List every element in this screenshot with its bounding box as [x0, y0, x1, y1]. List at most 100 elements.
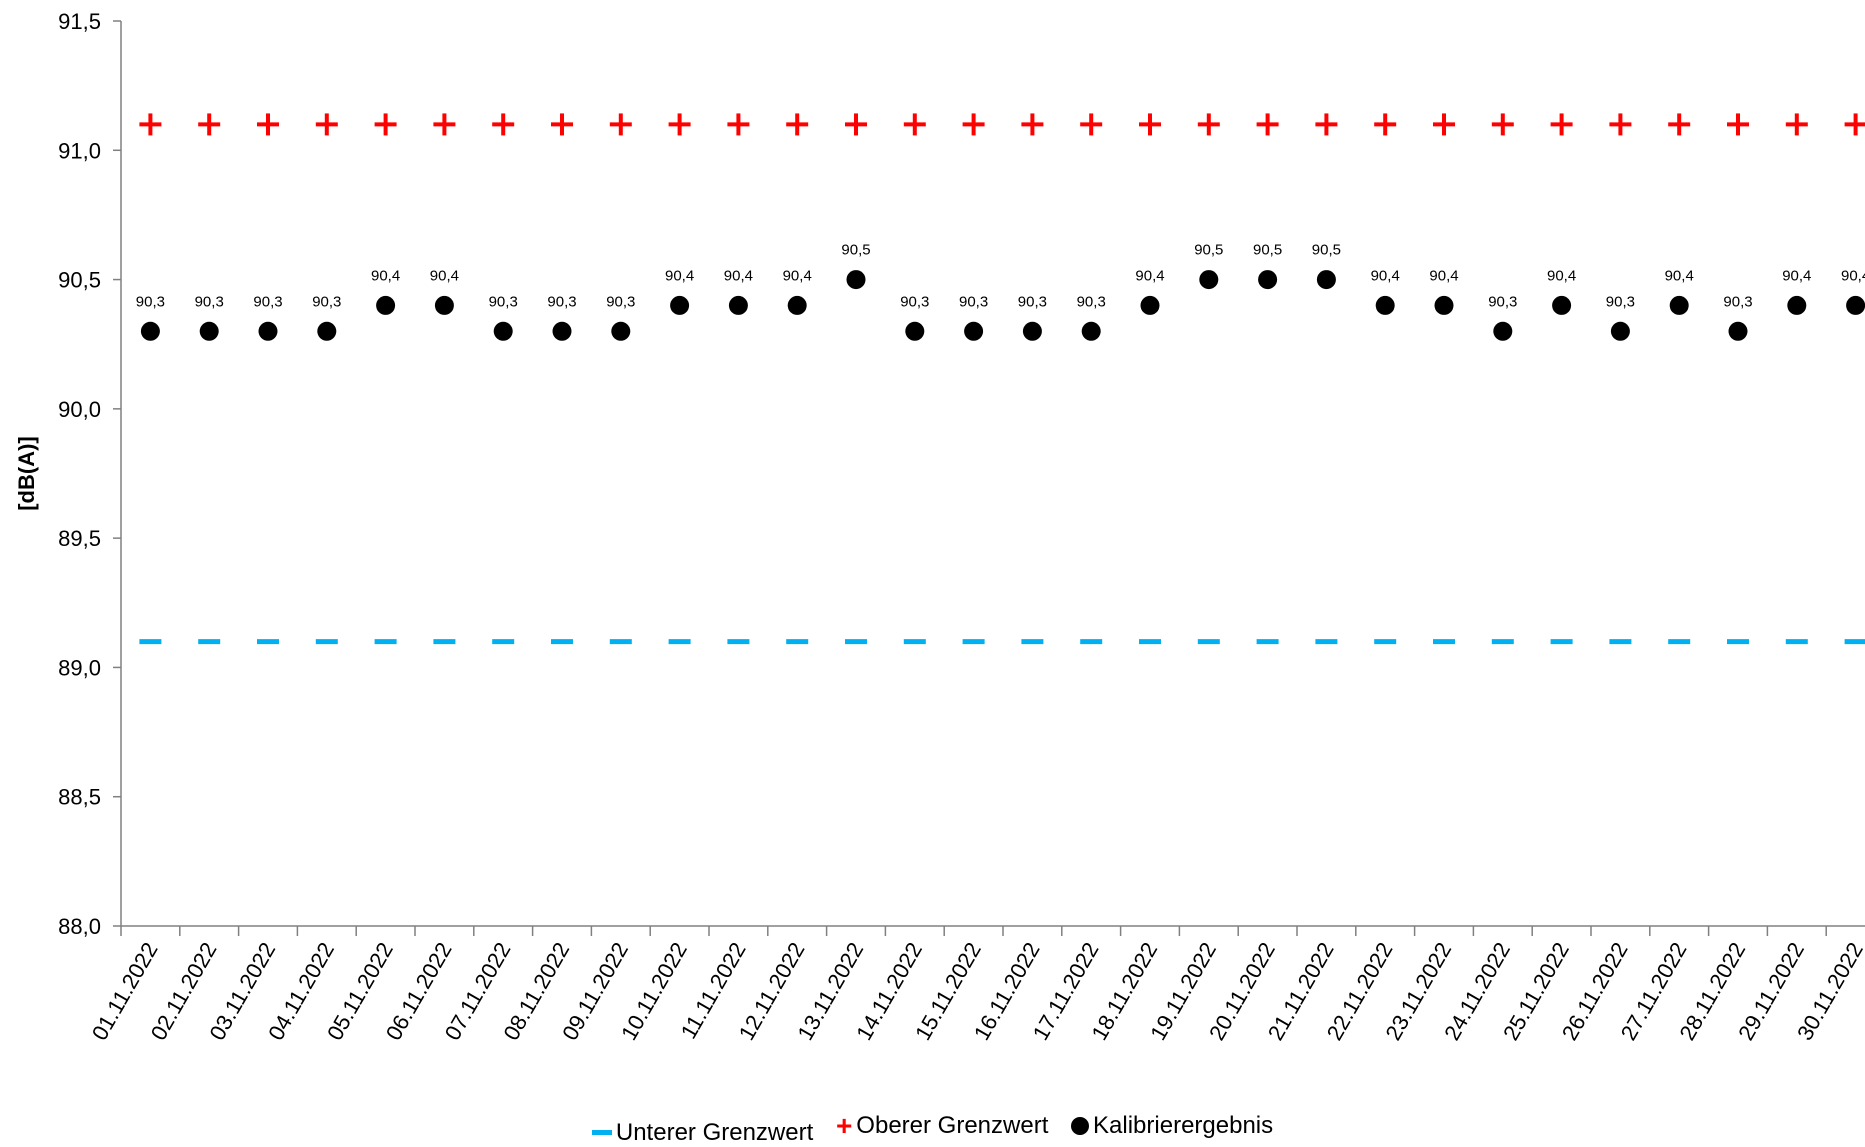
upper-limit-marker	[786, 113, 809, 136]
y-tick-label: 90,5	[58, 268, 101, 293]
data-label: 90,3	[959, 293, 988, 310]
upper-limit-marker	[727, 113, 750, 136]
upper-limit-marker	[668, 113, 691, 136]
data-label: 90,4	[1665, 267, 1694, 284]
result-point	[434, 295, 454, 315]
data-label: 90,4	[1371, 267, 1400, 284]
upper-limit-marker	[551, 113, 573, 136]
upper-limit-marker	[845, 113, 867, 136]
y-tick-label: 91,5	[58, 9, 101, 34]
result-point	[1375, 295, 1395, 315]
upper-limit-marker	[1609, 113, 1632, 136]
data-label: 90,4	[1841, 267, 1865, 284]
data-label: 90,4	[371, 267, 400, 284]
result-point	[964, 321, 984, 341]
data-label: 90,4	[783, 267, 812, 284]
result-point	[1493, 321, 1513, 341]
legend-label-lower: Unterer Grenzwert	[615, 1118, 814, 1146]
result-point	[787, 295, 807, 315]
result-point	[1081, 321, 1101, 341]
data-label: 90,3	[547, 293, 576, 310]
upper-limit-marker	[198, 113, 221, 136]
result-point	[611, 321, 631, 341]
plot-area: 90,3 90,3 90,3 90,3 90,4 90,4 90,3 90,3 90,3 90,4…	[136, 113, 1865, 645]
result-point	[846, 270, 866, 290]
x-axis-ticks: 01.11.202202.11.202203.11.202204.11.2022…	[87, 926, 1865, 1044]
result-point	[552, 321, 572, 341]
upper-limit-marker	[1550, 113, 1573, 136]
result-point	[1258, 270, 1278, 290]
legend-plus-icon: +	[835, 1110, 853, 1141]
result-point	[493, 321, 513, 341]
data-label: 90,3	[195, 293, 224, 310]
upper-limit-marker	[1080, 113, 1103, 136]
data-label: 90,5	[1253, 242, 1282, 259]
legend-label-upper: Oberer Grenzwert	[856, 1112, 1049, 1139]
data-label: 90,4	[1782, 267, 1811, 284]
data-label: 90,3	[253, 293, 282, 310]
y-tick-label: 88,5	[58, 785, 101, 810]
result-point	[1022, 321, 1042, 341]
result-point	[728, 295, 748, 315]
result-point	[140, 321, 160, 341]
upper-limit-marker	[1197, 113, 1220, 136]
upper-limit-marker	[1315, 113, 1338, 136]
result-point	[1434, 295, 1454, 315]
result-point	[258, 321, 278, 341]
data-label: 90,3	[1077, 293, 1106, 310]
data-label: 90,3	[1018, 293, 1047, 310]
data-label: 90,5	[1194, 242, 1223, 259]
upper-limit-marker	[1433, 113, 1455, 136]
data-label: 90,3	[312, 293, 341, 310]
y-axis-label: [dB(A)]	[14, 436, 39, 511]
data-label: 90,4	[1135, 267, 1164, 284]
data-label: 90,5	[1312, 242, 1341, 259]
result-point	[1669, 295, 1689, 315]
upper-limit-marker	[139, 113, 162, 136]
y-tick-label: 88,0	[58, 914, 101, 939]
upper-limit-marker	[1256, 113, 1279, 136]
result-point	[1787, 295, 1807, 315]
data-label: 90,4	[1547, 267, 1576, 284]
series-Kalibrierergebnis: 90,3 90,3 90,3 90,3 90,4 90,4 90,3 90,3 90,3 90,4…	[136, 242, 1865, 341]
data-label: 90,4	[430, 267, 459, 284]
upper-limit-marker	[1021, 113, 1044, 136]
y-tick-label: 89,0	[58, 655, 101, 680]
upper-limit-marker	[1727, 113, 1749, 136]
data-label: 90,4	[665, 267, 694, 284]
result-point	[1199, 270, 1219, 290]
upper-limit-marker	[257, 113, 279, 136]
upper-limit-marker	[433, 113, 456, 136]
result-point	[1140, 295, 1160, 315]
upper-limit-marker	[492, 113, 515, 136]
data-label: 90,3	[136, 293, 165, 310]
series-Oberer Grenzwert	[139, 113, 1865, 136]
result-point	[317, 321, 337, 341]
upper-limit-marker	[1491, 113, 1514, 136]
legend: Unterer Grenzwert + Oberer Grenzwert Kal…	[0, 1112, 1865, 1147]
upper-limit-marker	[903, 113, 926, 136]
legend-item-upper: + Oberer Grenzwert	[836, 1112, 1048, 1140]
y-tick-label: 89,5	[58, 526, 101, 551]
data-label: 90,3	[1488, 293, 1517, 310]
result-point	[376, 295, 396, 315]
data-label: 90,5	[841, 242, 870, 259]
upper-limit-marker	[609, 113, 632, 136]
y-tick-label: 91,0	[58, 138, 101, 163]
result-point	[199, 321, 219, 341]
data-label: 90,4	[724, 267, 753, 284]
result-point	[1728, 321, 1748, 341]
upper-limit-marker	[1844, 113, 1865, 136]
legend-dot-icon	[1071, 1117, 1090, 1135]
y-tick-label: 90,0	[58, 397, 101, 422]
upper-limit-marker	[315, 113, 338, 136]
legend-item-result: Kalibrierergebnis	[1071, 1112, 1273, 1140]
result-point	[670, 295, 690, 315]
upper-limit-marker	[1668, 113, 1691, 136]
data-label: 90,3	[900, 293, 929, 310]
result-point	[1610, 321, 1630, 341]
upper-limit-marker	[962, 113, 985, 136]
upper-limit-marker	[374, 113, 397, 136]
y-axis-ticks: 88,0 88,5 89,0 89,5 90,0 90,5 91,0 91,5	[58, 9, 121, 939]
